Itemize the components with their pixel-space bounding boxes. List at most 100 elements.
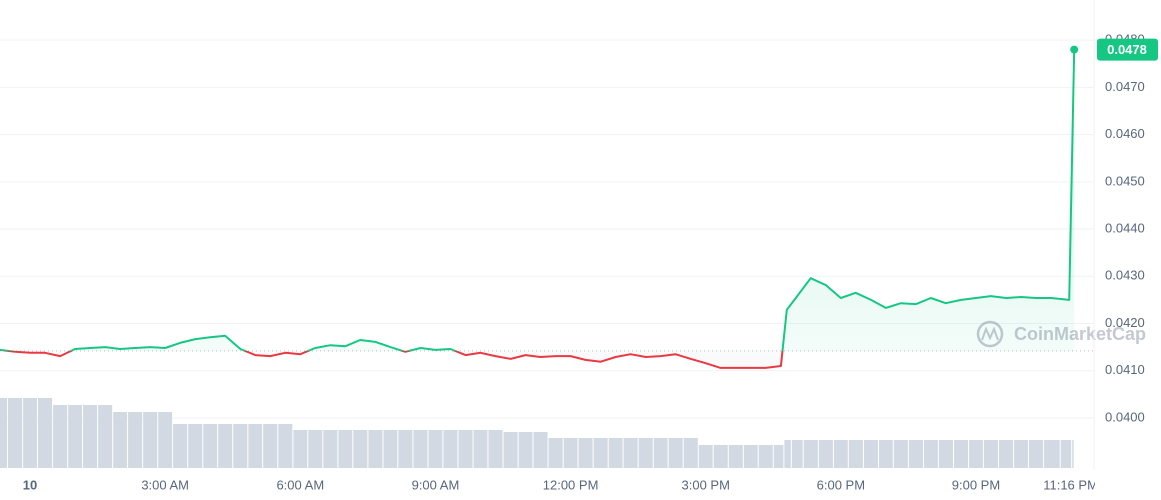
- x-axis: 10 3:00 AM 6:00 AM 9:00 AM 12:00 PM 3:00 PM 6:…: [23, 477, 1098, 492]
- volume-bar: [0, 398, 8, 468]
- last-price-dot: [1070, 45, 1079, 54]
- volume-bar: [848, 440, 863, 468]
- volume-bar: [383, 430, 398, 468]
- volume-bar: [248, 424, 263, 468]
- volume: [0, 398, 1074, 468]
- y-tick-label: 0.0430: [1105, 268, 1145, 283]
- volume-bar: [548, 438, 563, 468]
- volume-bar: [37, 398, 53, 468]
- volume-bar: [1072, 440, 1074, 468]
- volume-bar: [833, 440, 848, 468]
- volume-bar: [8, 398, 23, 468]
- volume-bar: [713, 445, 728, 468]
- y-tick-label: 0.0410: [1105, 362, 1145, 377]
- watermark: CoinMarketCap: [976, 320, 1146, 348]
- volume-bar: [938, 440, 953, 468]
- volume-bar: [518, 432, 533, 468]
- volume-bar: [773, 445, 784, 468]
- volume-bar: [533, 432, 548, 468]
- volume-bar: [413, 430, 428, 468]
- volume-bar: [803, 440, 818, 468]
- volume-bar: [698, 445, 713, 468]
- grid: [0, 39, 1094, 419]
- x-tick-label: 3:00 AM: [141, 477, 189, 492]
- volume-bar: [638, 438, 653, 468]
- x-tick-label: 10: [23, 477, 37, 492]
- volume-bar: [969, 440, 983, 468]
- volume-bar: [53, 405, 68, 468]
- volume-bar: [293, 430, 308, 468]
- volume-bar: [563, 438, 578, 468]
- volume-bar: [924, 440, 938, 468]
- volume-bar: [791, 440, 803, 468]
- volume-bar: [308, 430, 323, 468]
- volume-bar: [263, 424, 278, 468]
- volume-bar: [999, 440, 1014, 468]
- volume-bar: [758, 445, 773, 468]
- volume-bar: [128, 412, 143, 468]
- volume-bar: [338, 430, 353, 468]
- price-line: [0, 45, 1094, 369]
- price-area: [0, 49, 1075, 368]
- volume-bar: [473, 430, 488, 468]
- volume-bar: [1028, 440, 1044, 468]
- volume-bar: [353, 430, 368, 468]
- volume-bar: [893, 440, 908, 468]
- volume-bar: [983, 440, 999, 468]
- volume-bar: [503, 432, 518, 468]
- y-tick-label: 0.0450: [1105, 173, 1145, 188]
- watermark-text: CoinMarketCap: [1014, 324, 1146, 344]
- volume-bar: [743, 445, 758, 468]
- volume-bar: [68, 405, 83, 468]
- volume-bar: [863, 440, 878, 468]
- x-tick-label: 6:00 AM: [276, 477, 324, 492]
- x-tick-label: 6:00 PM: [817, 477, 865, 492]
- volume-bar: [23, 398, 37, 468]
- volume-bar: [143, 412, 158, 468]
- x-tick-label: 9:00 AM: [412, 477, 460, 492]
- volume-bar: [323, 430, 338, 468]
- y-tick-label: 0.0460: [1105, 126, 1145, 141]
- volume-bar: [398, 430, 413, 468]
- volume-bar: [953, 440, 969, 468]
- volume-bar: [623, 438, 638, 468]
- volume-bar: [1044, 440, 1060, 468]
- x-tick-label: 3:00 PM: [682, 477, 730, 492]
- watermark-logo: [976, 320, 1004, 348]
- x-tick-label: 11:16 PM: [1043, 477, 1098, 492]
- volume-bar: [578, 438, 593, 468]
- y-tick-label: 0.0440: [1105, 220, 1145, 235]
- volume-bar: [458, 430, 473, 468]
- volume-bar: [784, 440, 791, 468]
- y-tick-label: 0.0400: [1105, 409, 1145, 424]
- volume-bar: [443, 430, 458, 468]
- y-tick-label: 0.0470: [1105, 79, 1145, 94]
- volume-bar: [113, 412, 128, 468]
- volume-bar: [233, 424, 248, 468]
- volume-bar: [728, 445, 743, 468]
- volume-bar: [653, 438, 668, 468]
- x-tick-label: 12:00 PM: [543, 477, 599, 492]
- volume-bar: [158, 412, 173, 468]
- volume-bar: [1014, 440, 1028, 468]
- volume-bar: [98, 405, 113, 468]
- volume-bar: [908, 440, 924, 468]
- volume-bar: [83, 405, 98, 468]
- volume-bar: [368, 430, 383, 468]
- volume-bar: [203, 424, 218, 468]
- volume-bar: [278, 424, 293, 468]
- price-line: [0, 49, 1076, 369]
- y-tick-label: 0.0420: [1105, 315, 1145, 330]
- price-tag-label: 0.0478: [1107, 42, 1147, 57]
- volume-bar: [488, 430, 503, 468]
- x-tick-label: 9:00 PM: [952, 477, 1000, 492]
- volume-bar: [173, 424, 188, 468]
- volume-bar: [218, 424, 233, 468]
- price-tag: [1097, 38, 1158, 61]
- volume-bar: [428, 430, 443, 468]
- watermark-logo-mark: [981, 326, 999, 341]
- volume-bar: [608, 438, 623, 468]
- volume-bar: [668, 438, 683, 468]
- volume-bar: [1060, 440, 1072, 468]
